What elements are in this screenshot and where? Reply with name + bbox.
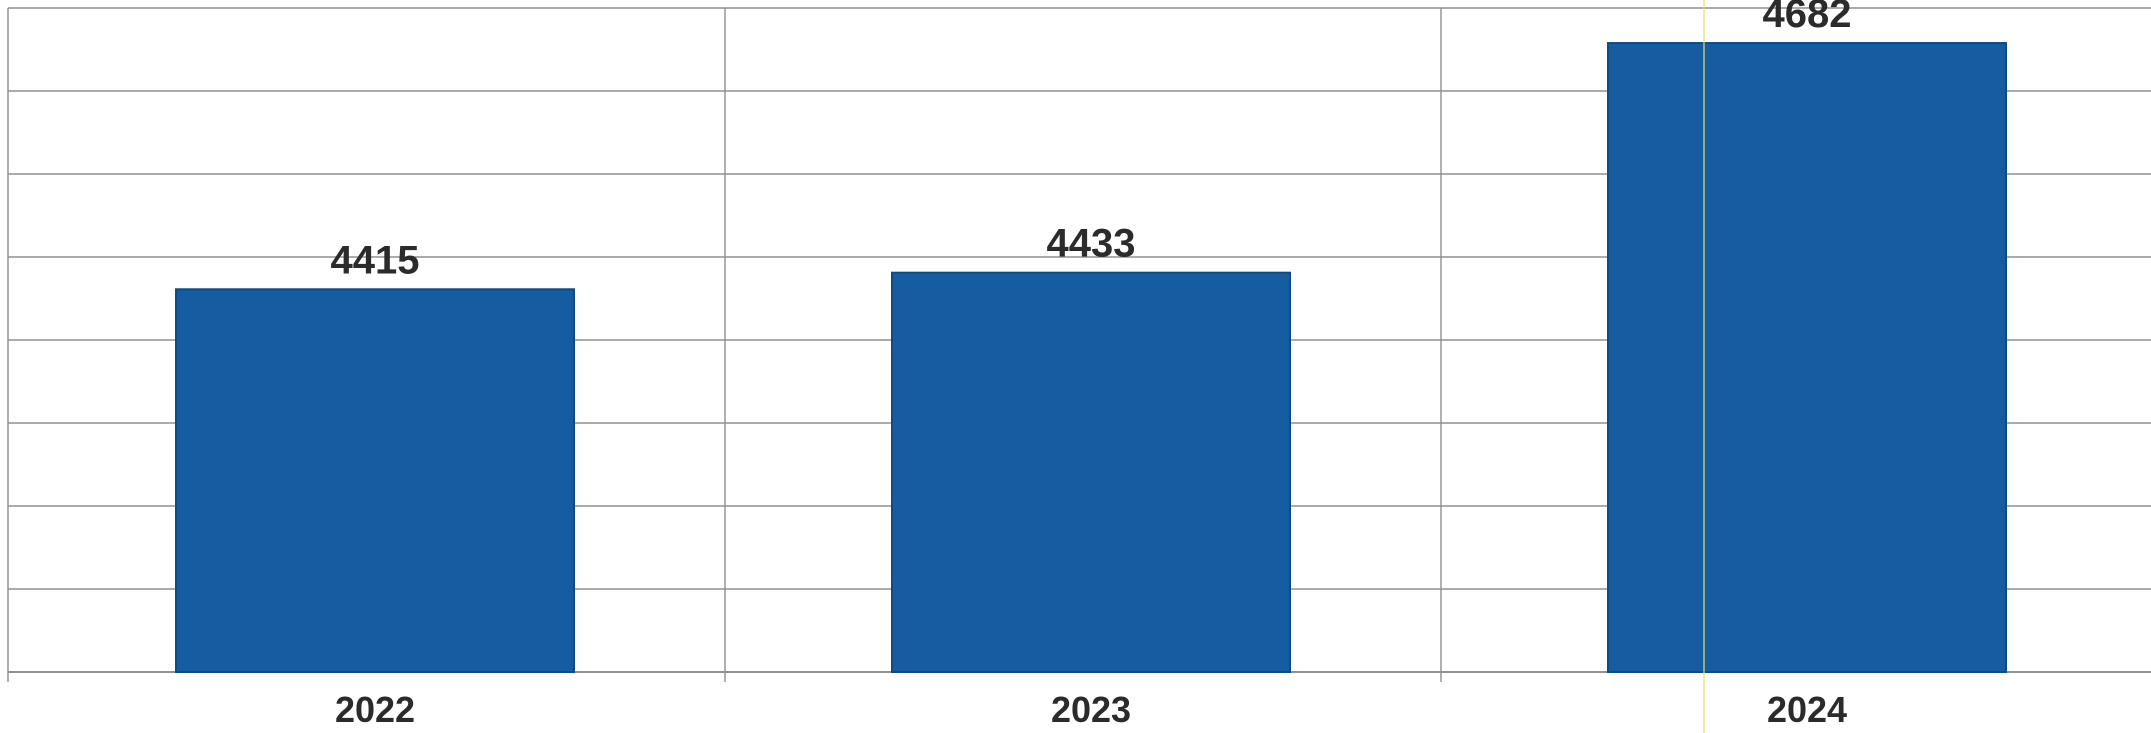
bars — [175, 42, 2007, 674]
x-tick-labels: 2022 2023 2024 — [335, 689, 1847, 730]
bar-2023 — [891, 271, 1291, 673]
value-label-2024: 4682 — [1763, 0, 1852, 36]
value-label-2023: 4433 — [1047, 222, 1136, 266]
x-tick-label-2022: 2022 — [335, 689, 415, 730]
bar-2024 — [1607, 42, 2007, 674]
value-labels: 4415 4433 4682 — [331, 0, 1852, 282]
x-tick-label-2023: 2023 — [1051, 689, 1131, 730]
x-tick-label-2024: 2024 — [1767, 689, 1847, 730]
bar-2022 — [175, 288, 575, 673]
value-label-2022: 4415 — [331, 238, 420, 282]
